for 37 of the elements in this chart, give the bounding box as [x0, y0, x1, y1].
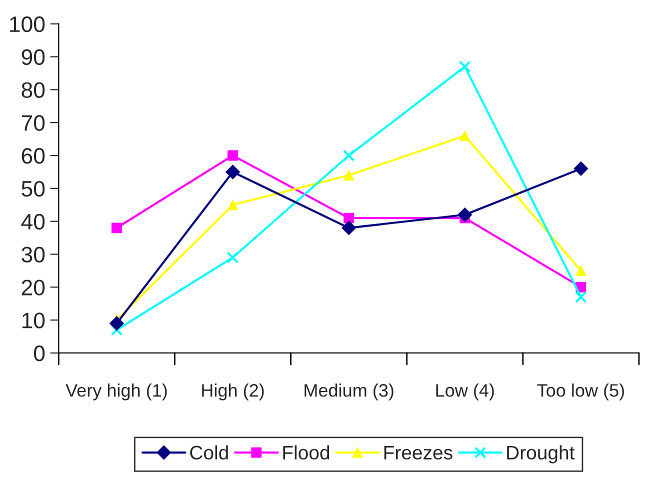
- point: [460, 130, 470, 141]
- legend-label: Freezes: [384, 446, 452, 460]
- point: [110, 324, 123, 336]
- y-tick-label: 30: [22, 246, 45, 263]
- legend-label: Cold: [190, 445, 228, 460]
- point: [226, 164, 240, 180]
- y-tick-label: 10: [22, 312, 45, 328]
- point: [458, 208, 472, 222]
- point: [458, 60, 471, 73]
- y-tick-label: 50: [22, 180, 45, 197]
- point: [228, 200, 238, 210]
- y-tick-label: 60: [22, 148, 45, 164]
- point: [576, 265, 586, 276]
- point: [575, 291, 587, 303]
- legend-label: Drought: [507, 445, 575, 464]
- y-tick-label: 90: [22, 49, 45, 66]
- point: [344, 212, 354, 224]
- point: [342, 220, 356, 236]
- y-tick-label: 70: [22, 115, 45, 131]
- x-tick-label: Too low (5): [537, 384, 624, 400]
- legend-label: Flood: [283, 445, 330, 460]
- point: [226, 252, 239, 264]
- point: [111, 222, 122, 234]
- y-tick-label: 40: [21, 214, 45, 230]
- x-tick-label: Medium (3): [304, 384, 394, 400]
- point: [342, 150, 355, 162]
- point: [574, 161, 588, 176]
- y-tick-label: 100: [10, 16, 45, 32]
- x-tick-label: High (2): [202, 384, 264, 400]
- point: [344, 170, 354, 180]
- point: [228, 150, 238, 161]
- point: [109, 316, 124, 331]
- y-tick-label: 20: [22, 280, 45, 296]
- y-tick-label: 0: [34, 346, 45, 362]
- y-tick-label: 80: [22, 82, 45, 98]
- x-tick-label: Very high (1): [66, 384, 167, 400]
- x-tick-label: Low (4): [436, 384, 494, 400]
